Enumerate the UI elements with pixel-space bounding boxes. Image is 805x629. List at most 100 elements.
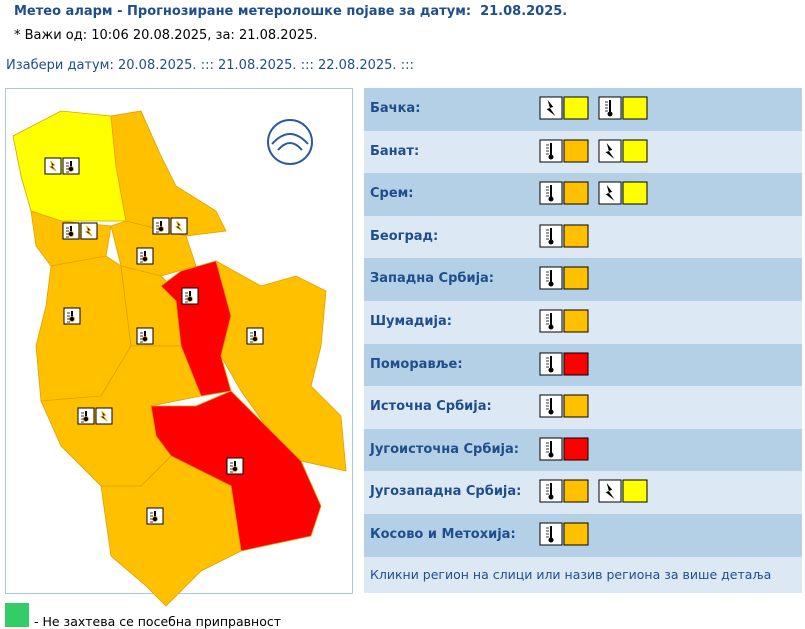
alert-level — [563, 224, 589, 248]
bolt — [48, 160, 57, 172]
alerts — [539, 266, 589, 290]
alerts — [539, 309, 589, 333]
region-row[interactable]: Срем: — [364, 173, 802, 216]
alert — [598, 479, 648, 503]
sep: ::: — [400, 58, 414, 73]
alert — [539, 394, 589, 418]
map-icon — [80, 222, 98, 240]
alert — [539, 479, 589, 503]
alert-level — [563, 394, 589, 418]
map — [12, 110, 347, 607]
region-table: Бачка: Банат: Срем: Београд: Западна Србија:… — [364, 88, 802, 593]
date-link[interactable]: 20.08.2025. — [118, 58, 197, 73]
alerts — [539, 139, 648, 163]
map-icon — [181, 287, 199, 305]
region-row[interactable]: Источна Србија: — [364, 386, 802, 429]
alerts — [539, 96, 648, 120]
region-row[interactable]: Западна Србија: — [364, 258, 802, 301]
thermo-bulb — [548, 537, 554, 543]
thermo-bulb — [607, 111, 613, 117]
map-icon — [226, 457, 244, 475]
map-region[interactable] — [215, 260, 347, 472]
alert — [539, 181, 589, 205]
alert-level — [563, 522, 589, 546]
map-icon — [77, 407, 95, 425]
alerts — [539, 479, 648, 503]
region-name[interactable]: Банат: — [370, 143, 420, 159]
alert — [539, 437, 589, 461]
map-icon — [136, 327, 154, 345]
thermo-bulb — [252, 336, 258, 342]
alert-level — [622, 181, 648, 205]
alert-level — [563, 96, 589, 120]
thermo-bulb — [548, 154, 554, 160]
date-link[interactable]: 22.08.2025. — [318, 58, 397, 73]
region-row[interactable]: Југоисточна Србија: — [364, 428, 802, 472]
map-region[interactable] — [100, 455, 242, 607]
alert — [539, 522, 589, 546]
thermo-bulb — [548, 494, 554, 500]
region-name[interactable]: Југоисточна Србија: — [370, 441, 519, 457]
thermo-bulb — [548, 324, 554, 330]
map-icon — [246, 327, 264, 345]
thermo-bulb — [142, 336, 148, 342]
alert-level — [563, 181, 589, 205]
thermo-bulb — [68, 231, 74, 237]
alert — [539, 224, 589, 248]
alert-level — [563, 266, 589, 290]
region-name[interactable]: Београд: — [370, 228, 439, 244]
region-row[interactable]: Банат: — [364, 130, 802, 174]
thermo-bulb — [69, 316, 75, 322]
region-name[interactable]: Срем: — [370, 186, 414, 202]
date-link[interactable]: 21.08.2025. — [218, 58, 297, 73]
alerts — [539, 181, 648, 205]
region-name[interactable]: Косово и Метохија: — [370, 527, 516, 542]
thermo-bulb — [548, 281, 554, 287]
alerts — [539, 224, 589, 248]
validity: * Важи од: 10:06 20.08.2025, за: 21.08.2… — [14, 28, 318, 43]
map-box — [5, 88, 353, 607]
region-name[interactable]: Источна Србија: — [370, 399, 492, 415]
region-name[interactable]: Западна Србија: — [370, 271, 495, 287]
region-row[interactable]: Шумадија: — [364, 301, 802, 344]
region-name[interactable]: Поморавље: — [370, 356, 463, 372]
map-icon — [63, 307, 81, 325]
alerts — [539, 522, 589, 546]
thermo-bulb — [548, 239, 554, 245]
region-name[interactable]: Југозападна Србија: — [370, 484, 522, 500]
title: Метео аларм - Прогнозиране метеролошке п… — [14, 4, 568, 19]
thermo-bulb — [548, 367, 554, 373]
map-region[interactable] — [110, 110, 227, 237]
alert — [598, 96, 648, 120]
legend-label: - Не захтева се посебна приправност — [34, 614, 281, 629]
alert — [539, 96, 589, 120]
region-row[interactable]: Југозападна Србија: — [364, 471, 802, 514]
region-row[interactable]: Београд: — [364, 215, 802, 259]
alert-level — [622, 139, 648, 163]
map-region[interactable] — [40, 345, 202, 487]
bolt — [174, 220, 183, 232]
alert — [598, 139, 648, 163]
map-icon — [95, 407, 113, 425]
map-icon — [136, 247, 154, 265]
icon-frame — [598, 139, 622, 163]
alert-level — [563, 479, 589, 503]
map-icon — [62, 157, 80, 175]
region-row[interactable]: Косово и Метохија: — [364, 514, 802, 557]
thermo-bulb — [158, 226, 164, 232]
region-name[interactable]: Бачка: — [370, 101, 421, 116]
alert — [539, 352, 589, 376]
icon-frame — [598, 181, 622, 205]
alerts — [539, 352, 589, 376]
alert — [539, 266, 589, 290]
region-row[interactable]: Поморавље: — [364, 343, 802, 387]
thermo-bulb — [152, 516, 158, 522]
region-row[interactable]: Бачка: — [364, 88, 802, 131]
alert — [539, 309, 589, 333]
alerts — [539, 394, 589, 418]
thermo-bulb — [68, 166, 74, 172]
region-name[interactable]: Шумадија: — [370, 314, 452, 329]
sep: ::: — [200, 58, 214, 73]
alert-level — [563, 139, 589, 163]
